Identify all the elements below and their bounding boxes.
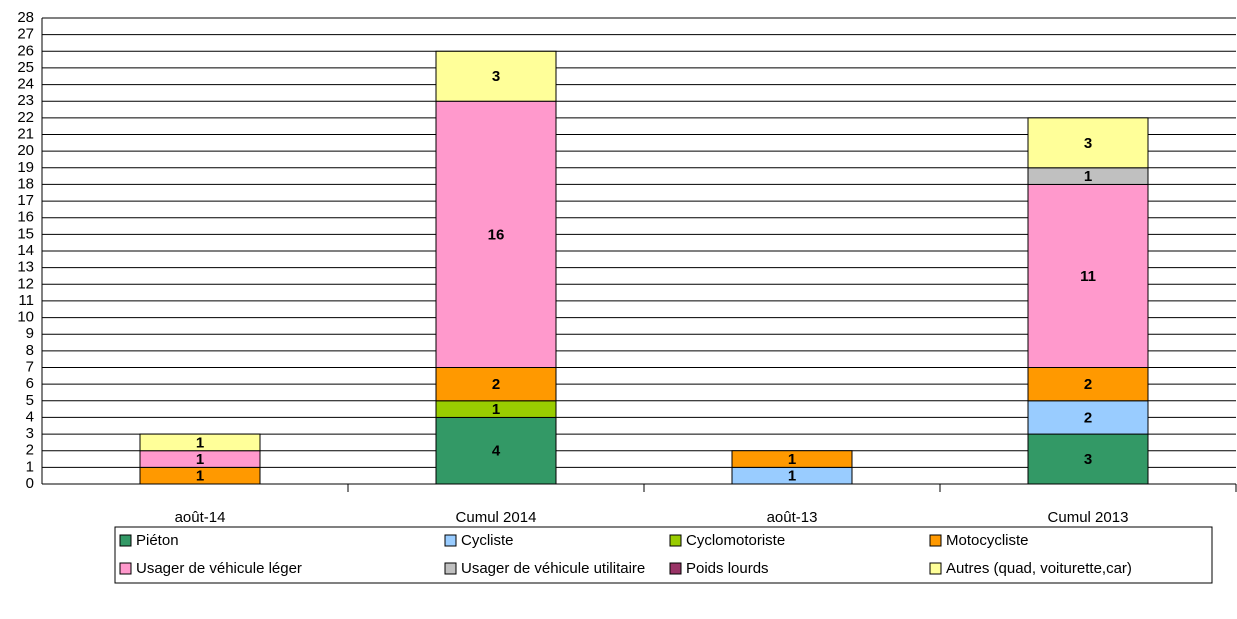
- legend-swatch: [444, 534, 457, 547]
- data-label: 2: [1084, 376, 1092, 393]
- data-label: 1: [492, 401, 500, 418]
- legend-label: Usager de véhicule utilitaire: [461, 560, 645, 577]
- x-tick-label: Cumul 2013: [1048, 509, 1129, 526]
- bar-segment: [435, 367, 557, 402]
- y-tick-label: 0: [26, 475, 34, 492]
- y-tick-label: 26: [17, 42, 34, 59]
- bar-segment: [731, 450, 853, 468]
- bar-segment: [1027, 117, 1149, 169]
- data-label: 2: [1084, 409, 1092, 426]
- data-label: 2: [492, 376, 500, 393]
- bar-segment: [1027, 400, 1149, 435]
- legend-swatch: [669, 562, 682, 575]
- data-label: 3: [1084, 135, 1092, 152]
- y-tick-label: 18: [17, 175, 34, 192]
- y-tick-label: 21: [17, 125, 34, 142]
- legend-label: Cycliste: [461, 532, 514, 549]
- legend-swatch: [119, 562, 132, 575]
- y-tick-label: 13: [17, 259, 34, 276]
- y-tick-label: 27: [17, 26, 34, 43]
- legend-swatch: [119, 534, 132, 547]
- y-tick-label: 6: [26, 375, 34, 392]
- data-label: 1: [196, 451, 204, 468]
- y-tick-label: 11: [18, 292, 34, 309]
- y-tick-label: 15: [17, 225, 34, 242]
- y-tick-label: 5: [26, 392, 34, 409]
- legend-box: [114, 526, 1213, 584]
- y-tick-label: 16: [17, 209, 34, 226]
- data-label: 16: [488, 226, 505, 243]
- bar-segment: [435, 416, 557, 485]
- data-label: 1: [788, 451, 796, 468]
- legend-label: Autres (quad, voiturette,car): [946, 560, 1132, 577]
- data-label: 1: [1084, 168, 1092, 185]
- bar-segment: [435, 50, 557, 102]
- y-tick-label: 28: [17, 9, 34, 26]
- y-tick-label: 12: [17, 275, 34, 292]
- legend-label: Cyclomotoriste: [686, 532, 785, 549]
- legend-label: Poids lourds: [686, 560, 769, 577]
- bar-segment: [435, 100, 557, 368]
- y-tick-label: 9: [26, 325, 34, 342]
- x-tick-label: août-13: [767, 509, 818, 526]
- legend-swatch: [669, 534, 682, 547]
- x-tick-label: Cumul 2014: [456, 509, 537, 526]
- bar-segment: [139, 433, 261, 452]
- y-tick-label: 3: [26, 425, 34, 442]
- y-tick-label: 17: [17, 192, 34, 209]
- y-tick-label: 24: [17, 76, 34, 93]
- y-tick-label: 8: [26, 342, 34, 359]
- data-label: 1: [196, 434, 204, 451]
- bar-segment: [1027, 367, 1149, 402]
- y-tick-label: 1: [26, 458, 34, 475]
- data-label: 1: [196, 468, 204, 485]
- y-tick-label: 7: [26, 358, 34, 375]
- y-tick-label: 14: [17, 242, 34, 259]
- data-label: 3: [1084, 451, 1092, 468]
- data-label: 4: [492, 443, 501, 460]
- legend-swatch: [929, 562, 942, 575]
- y-tick-label: 22: [17, 109, 34, 126]
- x-tick-label: août-14: [175, 509, 226, 526]
- legend-swatch: [444, 562, 457, 575]
- data-label: 1: [788, 468, 796, 485]
- legend-label: Usager de véhicule léger: [136, 560, 302, 577]
- y-tick-label: 23: [17, 92, 34, 109]
- y-tick-label: 2: [26, 442, 34, 459]
- legend-swatch: [929, 534, 942, 547]
- y-tick-label: 10: [17, 309, 34, 326]
- data-label: 11: [1080, 268, 1096, 285]
- y-tick-label: 4: [26, 408, 34, 425]
- y-tick-label: 19: [17, 159, 34, 176]
- y-tick-label: 20: [17, 142, 34, 159]
- data-label: 3: [492, 68, 500, 85]
- legend-label: Motocycliste: [946, 532, 1029, 549]
- y-tick-label: 25: [17, 59, 34, 76]
- legend-label: Piéton: [136, 532, 179, 549]
